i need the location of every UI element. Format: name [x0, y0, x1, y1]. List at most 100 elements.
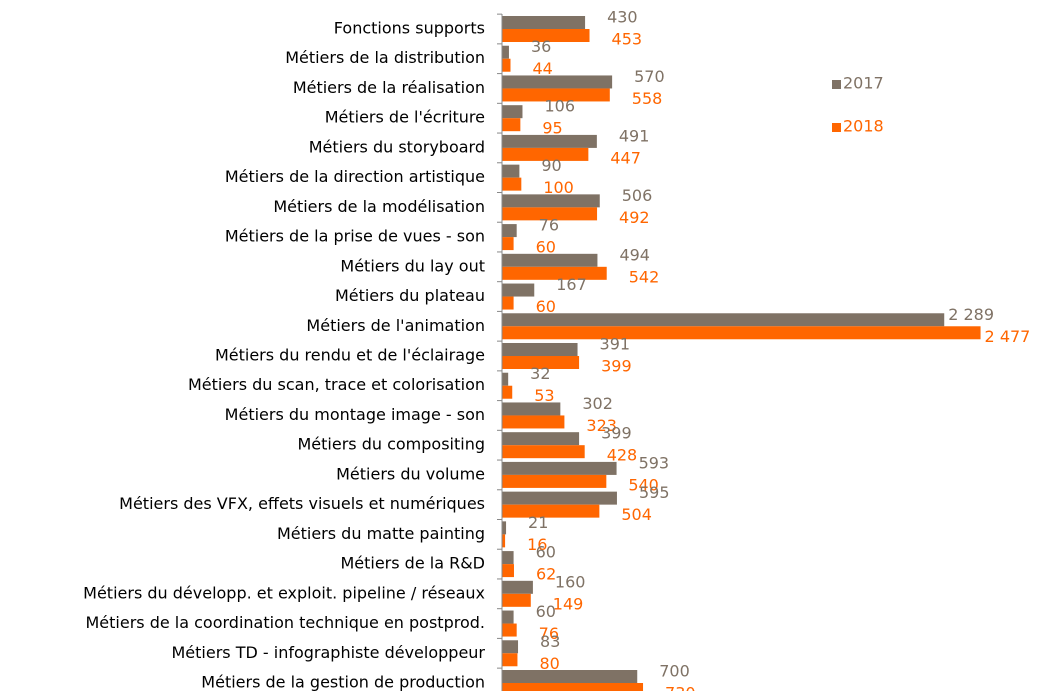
category-label: Métiers du compositing	[297, 435, 485, 454]
category-label: Métiers de la modélisation	[273, 197, 485, 216]
bar	[502, 313, 945, 327]
value-label: 160	[555, 572, 586, 591]
bar	[502, 147, 589, 161]
bar	[502, 356, 580, 369]
category-label: Métiers de la prise de vues - son	[225, 227, 485, 246]
bar	[502, 653, 518, 667]
bar	[502, 326, 981, 340]
bar	[502, 402, 561, 416]
bar	[502, 610, 514, 624]
category-label: Métiers du montage image - son	[225, 405, 485, 424]
bar	[502, 343, 578, 356]
bar	[502, 266, 607, 280]
value-label: 76	[539, 216, 559, 235]
value-label: 558	[632, 89, 663, 108]
category-label: Métiers de la gestion de production	[201, 673, 485, 691]
bar	[502, 194, 600, 208]
value-label: 506	[622, 186, 653, 205]
value-label: 504	[621, 505, 652, 524]
category-label: Métiers de la R&D	[340, 554, 485, 573]
value-label: 302	[582, 394, 613, 413]
bar	[502, 16, 586, 29]
bar	[502, 58, 511, 72]
bar	[502, 75, 613, 89]
category-label: Métiers du storyboard	[309, 137, 485, 156]
value-label: 44	[533, 59, 553, 78]
value-label: 430	[607, 8, 638, 27]
bar	[502, 521, 507, 535]
category-label: Métiers du lay out	[340, 256, 485, 275]
bar	[502, 88, 610, 102]
value-label: 399	[601, 357, 632, 376]
bar	[502, 237, 514, 251]
bar	[502, 207, 598, 221]
value-label: 570	[634, 67, 665, 86]
value-label: 2 477	[985, 327, 1031, 346]
bar	[502, 551, 514, 565]
value-label: 80	[539, 654, 559, 673]
value-label: 21	[528, 513, 548, 532]
value-label: 540	[628, 475, 659, 494]
category-label: Métiers du matte painting	[277, 524, 485, 543]
bar	[502, 461, 617, 475]
bar	[502, 593, 531, 607]
bar	[502, 491, 617, 505]
value-label: 730	[665, 684, 696, 691]
bar	[502, 564, 514, 578]
value-label: 492	[619, 208, 650, 227]
bar	[502, 45, 509, 59]
bar	[502, 29, 590, 42]
value-label: 32	[530, 364, 550, 383]
category-label: Métiers de la réalisation	[293, 78, 485, 97]
value-label: 593	[639, 453, 670, 472]
value-label: 60	[536, 543, 556, 562]
legend-label: 2018	[843, 117, 884, 136]
bar	[502, 164, 520, 178]
value-label: 106	[544, 97, 575, 116]
category-label: Métiers du plateau	[335, 286, 485, 305]
value-label: 399	[601, 424, 632, 443]
value-label: 542	[629, 267, 660, 286]
value-label: 391	[600, 335, 631, 354]
bar	[502, 534, 506, 548]
value-label: 453	[612, 30, 643, 49]
bar	[502, 415, 565, 429]
bar	[502, 504, 600, 518]
value-label: 595	[639, 483, 670, 502]
value-label: 700	[659, 662, 690, 681]
value-label: 167	[556, 275, 587, 294]
value-label: 149	[553, 594, 584, 613]
value-label: 76	[539, 624, 559, 643]
category-label: Métiers de la distribution	[285, 48, 485, 67]
bar	[502, 283, 535, 297]
bar	[502, 445, 585, 459]
bar	[502, 474, 607, 488]
value-label: 95	[542, 119, 562, 138]
value-label: 428	[607, 446, 638, 465]
bar	[502, 372, 509, 386]
category-label: Métiers du développ. et exploit. pipelin…	[83, 583, 485, 602]
bar	[502, 580, 533, 594]
bar	[502, 253, 598, 267]
bar	[502, 105, 523, 119]
bar	[502, 177, 522, 191]
category-label: Métiers des VFX, effets visuels et numér…	[119, 494, 485, 513]
value-label: 60	[536, 602, 556, 621]
category-label: Métiers du scan, trace et colorisation	[188, 375, 485, 394]
value-label: 60	[536, 238, 556, 257]
bar	[502, 683, 644, 691]
category-label: Métiers du volume	[336, 464, 485, 483]
value-label: 447	[610, 148, 641, 167]
value-label: 36	[531, 37, 551, 56]
category-label: Métiers de la coordination technique en …	[86, 613, 486, 632]
bar	[502, 670, 638, 683]
bar	[502, 224, 517, 238]
category-label: Métiers de l'écriture	[325, 108, 485, 127]
legend-swatch	[832, 80, 841, 89]
value-label: 2 289	[948, 305, 994, 324]
bar	[502, 118, 521, 132]
bar	[502, 640, 519, 654]
value-label: 494	[619, 245, 650, 264]
value-label: 323	[586, 416, 617, 435]
